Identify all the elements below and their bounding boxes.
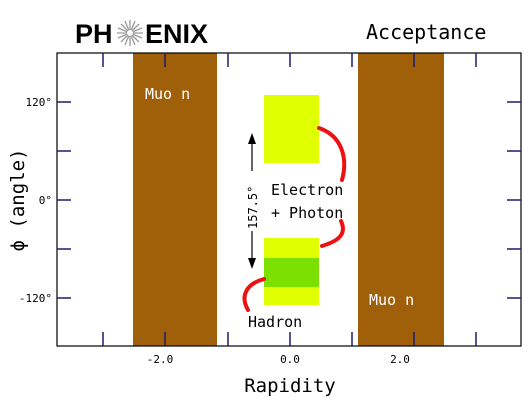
arrow-head-up <box>248 133 256 144</box>
y-tick-label: 0° <box>39 194 52 207</box>
hadron-connector <box>242 277 266 312</box>
y-tick-label: 120° <box>26 96 53 109</box>
axis-ticks <box>57 53 521 346</box>
electron-label-line1: Electron <box>271 181 343 199</box>
gap-angle-label: 157.5° <box>246 186 260 229</box>
red-connector-arrows <box>242 126 347 312</box>
chart-title: Acceptance <box>366 20 486 44</box>
hadron-label: Hadron <box>248 313 302 331</box>
phenix-logo: PH ENIX <box>75 19 208 49</box>
electron-label-line2: + Photon <box>271 204 343 222</box>
electron-upper-connector <box>317 126 347 182</box>
y-axis-label: ϕ (angle) <box>7 149 29 252</box>
x-axis-label: Rapidity <box>244 375 336 397</box>
muon-band-left <box>133 53 217 346</box>
central-arm-overlap <box>264 258 319 287</box>
starburst-icon <box>117 20 143 46</box>
logo-text-left: PH <box>75 19 113 49</box>
central-arm-upper <box>264 95 319 163</box>
muon-band-right <box>358 53 444 346</box>
logo-text-right: ENIX <box>145 19 208 49</box>
y-tick-label: -120° <box>19 292 52 305</box>
muon-right-label: Muo n <box>369 291 414 309</box>
x-tick-label: 2.0 <box>390 353 410 366</box>
electron-lower-connector <box>320 219 345 248</box>
muon-left-label: Muo n <box>145 85 190 103</box>
x-tick-label: -2.0 <box>147 353 174 366</box>
x-tick-label: 0.0 <box>280 353 300 366</box>
arrow-head-down <box>248 258 256 269</box>
gap-arrow: 157.5° <box>246 133 260 269</box>
